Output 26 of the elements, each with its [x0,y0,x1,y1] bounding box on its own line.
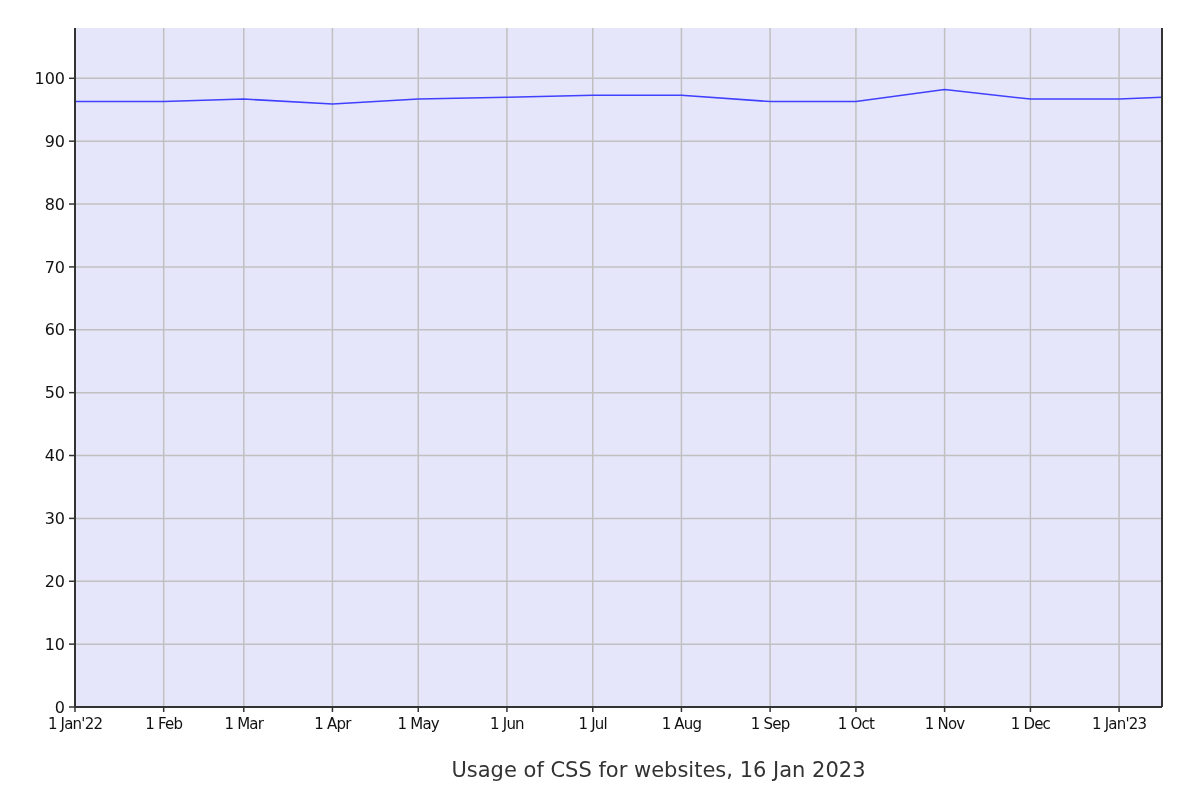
y-tick-label: 70 [44,257,65,277]
x-tick-label: 1 Aug [661,715,702,733]
line-series [74,88,1163,105]
x-tick-label: 1 Jan'23 [1091,715,1147,733]
y-tick-label: 10 [44,634,65,654]
x-tick-label: 1 May [397,715,440,733]
x-tick-label: 1 Jun [490,715,525,733]
x-tick-label: 1 Apr [314,715,353,733]
y-tick-label: 100 [34,68,65,88]
x-tick-label: 1 Jul [578,715,607,733]
x-tick-label: 1 Nov [924,715,966,733]
text: Usage of CSS for websites, 16 Jan 2023 [451,758,866,782]
x-tick-label: 1 Sep [750,715,790,733]
y-tick-label: 20 [44,571,65,591]
y-tick-label: 90 [44,131,65,151]
x-tick-label: 1 Mar [224,715,265,733]
y-tick-label: 0 [54,697,65,717]
x-tick-label: 1 Dec [1010,715,1051,733]
y-tick-label: 80 [44,194,65,214]
x-tick-label: 1 Feb [145,715,183,733]
x-tick-label: 1 Oct [837,715,875,733]
y-tick-label: 40 [44,446,65,466]
y-tick-label: 30 [44,508,65,528]
x-tick-label: 1 Jan'22 [47,715,103,733]
y-tick-label: 60 [44,320,65,340]
y-tick-label: 50 [44,383,65,403]
